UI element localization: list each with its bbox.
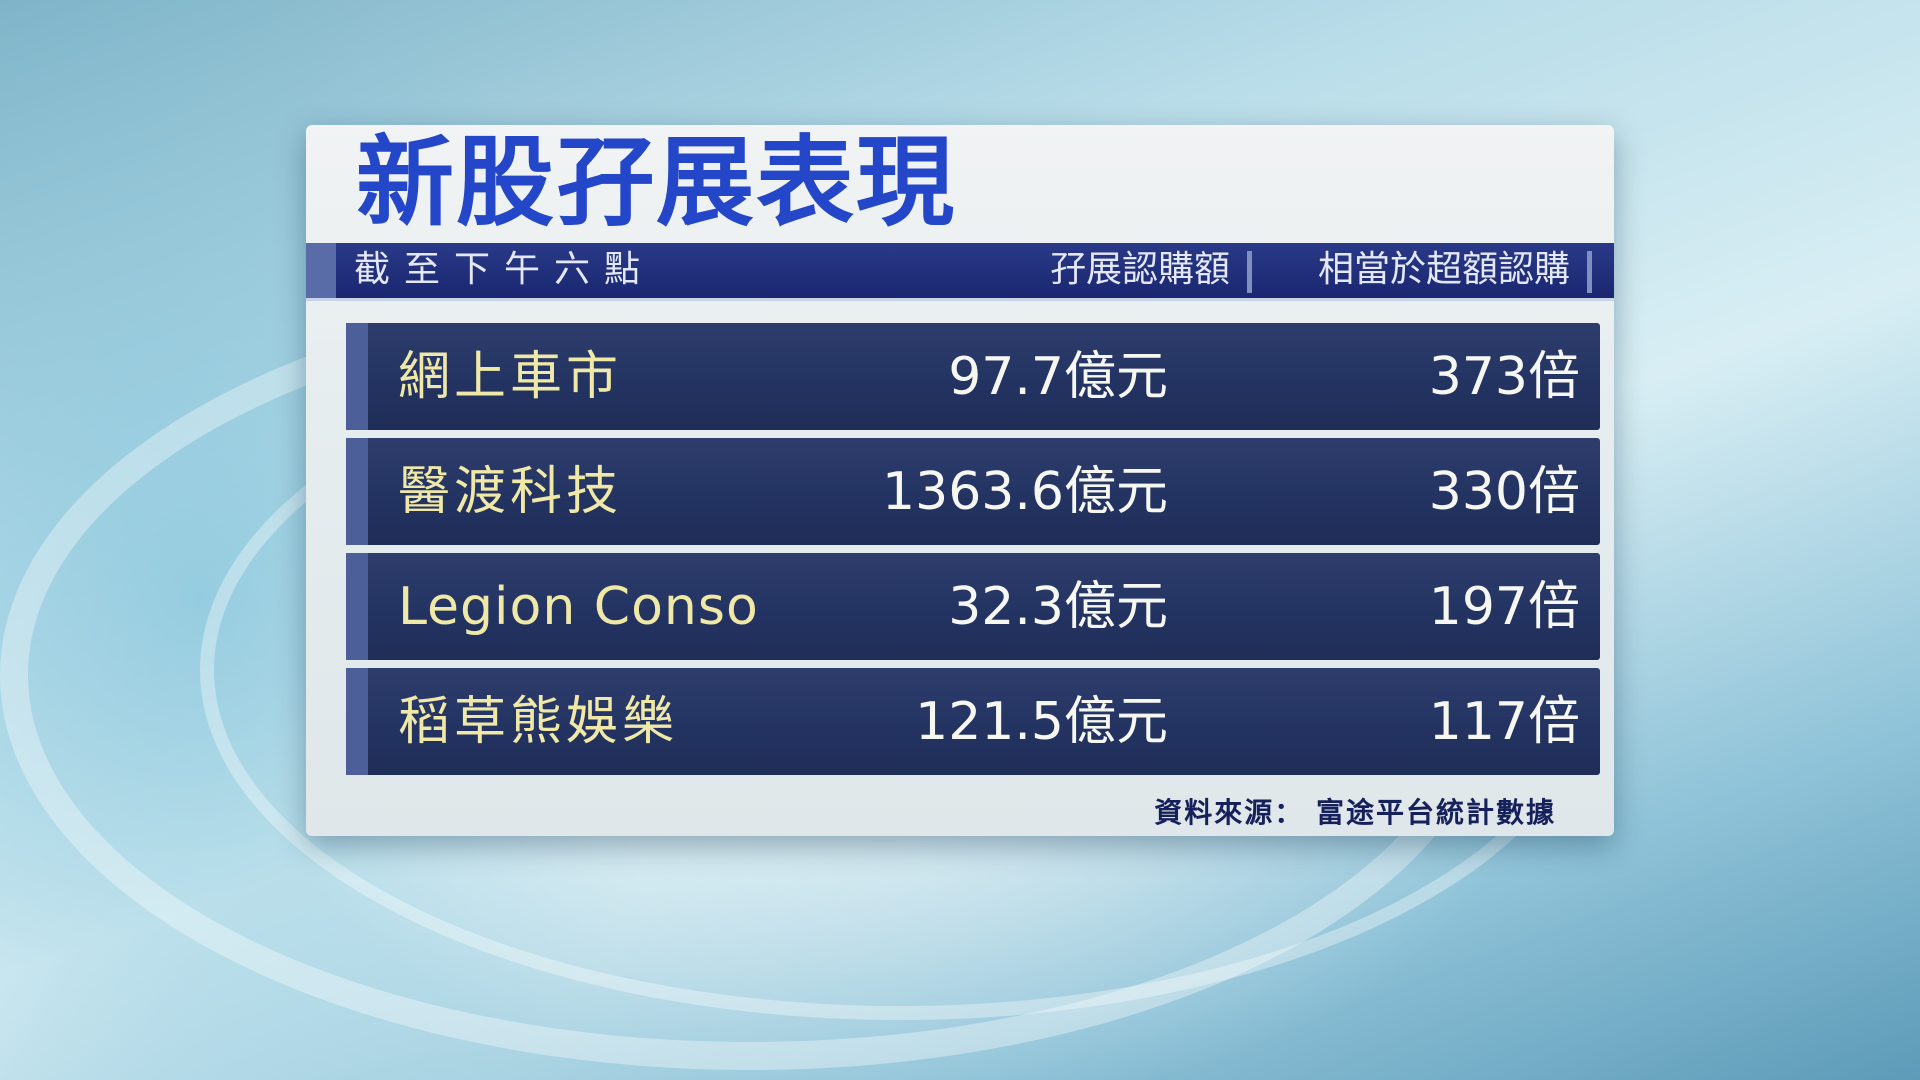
header-accent xyxy=(306,243,336,298)
oversubscription: 373倍 xyxy=(1428,347,1580,407)
column-header-oversubscription: 相當於超額認購 xyxy=(1317,249,1570,290)
margin-amount: 1363.6億元 xyxy=(882,462,1168,522)
stock-name: 稻草熊娛樂 xyxy=(398,692,679,752)
margin-amount: 32.3億元 xyxy=(948,577,1168,637)
table-row: 網上車市 97.7億元 373倍 xyxy=(346,323,1600,430)
row-stripe xyxy=(346,553,368,660)
column-separator xyxy=(1587,251,1592,293)
page-title: 新股孖展表現 xyxy=(356,126,957,240)
column-separator xyxy=(1247,251,1252,293)
as-of-label: 截至下午六點 xyxy=(354,249,655,290)
table-row: Legion Conso 32.3億元 197倍 xyxy=(346,553,1600,660)
row-stripe xyxy=(346,438,368,545)
row-stripe xyxy=(346,668,368,775)
data-source: 資料來源： 富途平台統計數據 xyxy=(1154,796,1556,829)
row-stripe xyxy=(346,323,368,430)
margin-amount: 97.7億元 xyxy=(948,347,1168,407)
oversubscription: 117倍 xyxy=(1428,692,1580,752)
header-bar: 截至下午六點 孖展認購額 相當於超額認購 xyxy=(306,243,1614,301)
table-row: 醫渡科技 1363.6億元 330倍 xyxy=(346,438,1600,545)
margin-amount: 121.5億元 xyxy=(915,692,1168,752)
ipo-margin-panel: 新股孖展表現 截至下午六點 孖展認購額 相當於超額認購 網上車市 97.7億元 … xyxy=(306,125,1614,836)
table-row: 稻草熊娛樂 121.5億元 117倍 xyxy=(346,668,1600,775)
oversubscription: 197倍 xyxy=(1428,577,1580,637)
stock-name: 網上車市 xyxy=(398,347,623,407)
column-header-margin: 孖展認購額 xyxy=(1049,249,1230,290)
oversubscription: 330倍 xyxy=(1428,462,1580,522)
stock-name: Legion Conso xyxy=(398,577,759,637)
stock-name: 醫渡科技 xyxy=(398,462,623,522)
